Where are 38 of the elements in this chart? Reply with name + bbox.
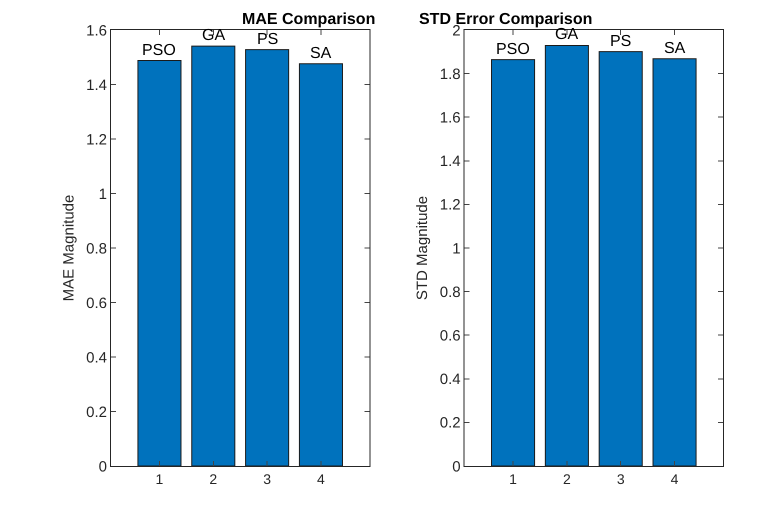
y-tick-label: 0.6 (86, 294, 107, 312)
x-tick-label: 3 (616, 470, 625, 487)
y-axis-title: STD Magnitude (414, 196, 431, 300)
y-axis-title: MAE Magnitude (60, 194, 78, 302)
y-tick-label: 1 (98, 186, 107, 203)
y-tick-label: 1.2 (86, 131, 107, 148)
x-tick-label: 1 (156, 470, 164, 487)
y-tick-label: 1.4 (86, 76, 107, 94)
y-tick-label: 0.2 (86, 404, 107, 421)
x-tick-label: 3 (263, 470, 272, 487)
annotation: GA (555, 26, 578, 43)
y-tick-label: 1.8 (440, 66, 461, 83)
y-tick-label: 1.2 (440, 196, 461, 214)
annotation: PSO (496, 41, 530, 58)
y-tick-label: 0.8 (440, 284, 461, 301)
y-tick-label: 0.6 (440, 327, 461, 344)
annotation: PS (257, 31, 278, 48)
y-tick-label: 0.2 (440, 414, 461, 432)
annotation: GA (202, 27, 226, 44)
y-tick-label: 1.6 (86, 22, 107, 40)
chart-title: MAE Comparison (242, 11, 376, 28)
x-tick-label: 4 (317, 470, 326, 487)
y-tick-label: 0.4 (440, 371, 461, 388)
x-tick-label: 4 (670, 470, 679, 487)
y-tick-label: 1.4 (440, 153, 461, 170)
annotation: PS (610, 33, 632, 50)
annotation: SA (310, 45, 332, 62)
y-tick-label: 1.6 (440, 109, 461, 126)
y-tick-label: 1 (452, 240, 461, 258)
y-tick-label: 0.8 (86, 240, 107, 258)
annotation: PSO (142, 42, 176, 59)
y-tick-label: 0 (98, 458, 107, 476)
x-tick-label: 2 (209, 470, 218, 487)
y-tick-label: 0.4 (86, 349, 107, 366)
x-tick-label: 1 (509, 470, 518, 487)
annotation: SA (664, 40, 686, 57)
x-tick-label: 2 (562, 470, 571, 487)
y-tick-label: 0 (452, 458, 461, 476)
